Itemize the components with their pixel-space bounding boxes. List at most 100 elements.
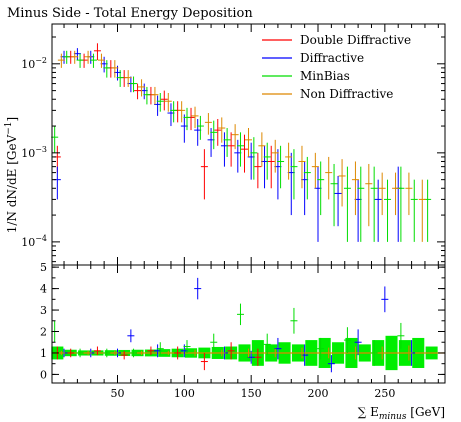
svg-text:Non Diffractive: Non Diffractive [300, 87, 393, 101]
chart-title: Minus Side - Total Energy Deposition [7, 6, 253, 21]
ratio-point-2 [370, 340, 378, 366]
data-point-2 [317, 161, 325, 216]
data-point-3 [378, 172, 386, 216]
ratio-point-3 [245, 348, 252, 358]
svg-text:MinBias: MinBias [300, 69, 350, 83]
ratio-point-3 [298, 347, 306, 359]
data-point-2 [130, 76, 138, 93]
ratio-point-2 [236, 303, 244, 326]
data-point-0 [147, 86, 155, 105]
ratio-y-tick-label: 3 [40, 304, 47, 317]
data-point-0 [267, 145, 275, 189]
ratio-point-3 [378, 346, 386, 360]
ratio-point-1 [354, 329, 362, 356]
data-point-2 [410, 179, 418, 242]
legend-entry: Double Diffractive [262, 33, 411, 47]
ratio-point-0 [200, 352, 208, 371]
data-point-3 [124, 70, 132, 87]
data-point-2 [250, 137, 258, 180]
data-point-0 [227, 132, 235, 167]
svg-text:Diffractive: Diffractive [300, 51, 364, 65]
data-point-2 [210, 120, 218, 150]
data-point-3 [351, 161, 359, 216]
data-point-0 [254, 152, 262, 189]
data-point-3 [231, 124, 239, 150]
data-point-3 [97, 53, 105, 68]
data-point-3 [71, 50, 79, 64]
x-tick-label: 250 [374, 387, 395, 400]
data-point-0 [80, 53, 88, 68]
data-point-2 [183, 107, 191, 131]
data-point-2 [277, 145, 285, 189]
ratio-point-3 [271, 348, 279, 358]
data-point-2 [143, 86, 151, 105]
ratio-point-2 [290, 307, 298, 334]
data-point-2 [116, 70, 124, 87]
data-point-3 [405, 172, 413, 216]
data-point-3 [325, 156, 333, 200]
ratio-panel: 0 1 2 3 4 5 50 100 150 200 250 [40, 261, 446, 400]
ratio-point-2 [156, 342, 164, 356]
data-point-0 [120, 70, 128, 87]
ratio-point-2 [76, 348, 84, 358]
data-point-2 [236, 132, 244, 167]
legend-entry: Diffractive [262, 51, 364, 65]
data-point-2 [330, 163, 338, 227]
data-point-2 [424, 179, 432, 242]
data-point-3 [204, 113, 212, 135]
ratio-point-1 [194, 277, 202, 300]
data-point-3 [111, 60, 119, 78]
ratio-point-3 [111, 350, 119, 356]
data-point-2 [384, 179, 392, 242]
data-point-3 [311, 152, 319, 189]
data-point-2 [156, 93, 164, 112]
ratio-point-0 [254, 348, 262, 366]
main-panel: 10−4 10−3 10−2 [21, 23, 446, 266]
ratio-point-3 [351, 346, 359, 360]
data-point-2 [196, 115, 204, 140]
data-point-3 [392, 172, 400, 216]
ratio-point-3 [57, 350, 65, 356]
x-axis-label: ∑ Eminus [GeV] [358, 405, 445, 422]
data-point-2 [357, 166, 365, 242]
ratio-y-tick-label: 4 [40, 283, 47, 296]
ratio-point-3 [138, 350, 146, 356]
x-tick-label: 100 [174, 387, 195, 400]
data-point-2 [76, 53, 84, 68]
data-point-3 [245, 128, 252, 157]
data-point-3 [164, 93, 172, 112]
ratio-point-3 [218, 349, 226, 357]
data-point-3 [84, 50, 92, 64]
data-point-0 [93, 43, 101, 61]
data-point-1 [374, 179, 382, 242]
ratio-point-1 [381, 286, 389, 313]
ratio-point-2 [183, 340, 191, 353]
ratio-point-0 [120, 350, 128, 360]
data-point-2 [170, 101, 178, 123]
data-point-2 [343, 166, 351, 242]
data-point-3 [191, 106, 199, 129]
data-point-2 [103, 60, 111, 78]
ratio-point-2 [130, 348, 138, 358]
data-point-2 [89, 53, 97, 68]
data-point-0 [107, 60, 115, 78]
data-point-0 [134, 83, 142, 100]
data-point-0 [67, 50, 75, 64]
ratio-point-0 [174, 346, 182, 360]
data-point-0 [200, 149, 208, 200]
ratio-point-0 [67, 348, 75, 358]
data-point-0 [160, 90, 168, 111]
data-point-2 [303, 156, 311, 200]
ratio-point-2 [317, 337, 325, 360]
data-point-3 [338, 159, 346, 207]
data-point-0 [174, 101, 182, 123]
data-point-0 [214, 118, 222, 146]
ratio-point-2 [397, 322, 405, 349]
data-point-3 [218, 117, 226, 143]
ratio-y-tick-label: 0 [40, 368, 47, 381]
data-point-3 [151, 86, 159, 105]
ratio-point-1 [127, 329, 135, 343]
ratio-point-0 [147, 346, 155, 356]
data-point-2 [223, 128, 231, 157]
